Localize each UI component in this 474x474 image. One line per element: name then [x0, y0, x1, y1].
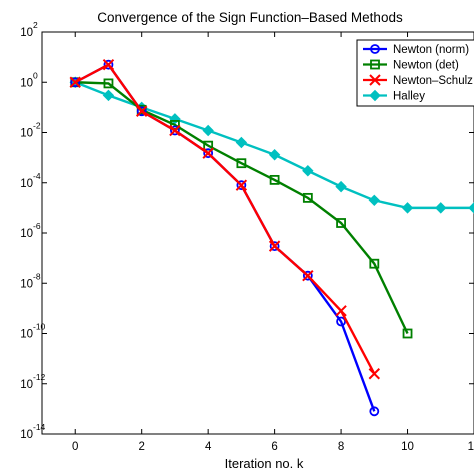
series-newton-det- [70, 77, 413, 339]
data-point [336, 316, 346, 327]
y-tick-label: 10 [20, 77, 33, 89]
legend-entry: Newton (det) [363, 60, 459, 72]
y-tick-exponent: -4 [33, 171, 41, 181]
data-point [302, 165, 314, 177]
data-point [302, 269, 314, 282]
data-point [103, 78, 114, 89]
series-newton-schulz [69, 58, 381, 380]
y-tick-exponent: 0 [33, 70, 38, 80]
axis-ticks: 02468101210-1410-1210-1010-810-610-410-2… [20, 20, 474, 453]
data-point [268, 240, 281, 252]
y-tick-label: 10 [20, 329, 33, 341]
y-tick-label: 10 [20, 278, 33, 290]
legend-marker [370, 59, 380, 70]
data-point [135, 105, 148, 117]
legend-label: Newton–Schulz [393, 75, 473, 87]
series-line [74, 63, 376, 375]
data-point [269, 174, 280, 185]
legend-label: Halley [393, 91, 425, 103]
legend-marker [369, 74, 381, 86]
data-point [236, 180, 247, 191]
y-tick-exponent: -2 [33, 121, 41, 131]
y-tick-exponent: -14 [33, 422, 46, 432]
legend-marker [370, 44, 380, 54]
data-point [169, 124, 181, 137]
x-tick-label: 10 [401, 441, 414, 453]
y-tick-label: 10 [20, 429, 33, 441]
data-point [170, 125, 180, 136]
data-point [70, 77, 81, 88]
data-point [235, 179, 248, 191]
data-point [302, 192, 313, 203]
y-tick-label: 10 [20, 379, 33, 391]
data-point [302, 270, 313, 281]
legend-label: Newton (det) [393, 60, 459, 72]
x-tick-label: 8 [338, 441, 344, 453]
series-newton-norm- [70, 59, 380, 417]
data-point [468, 202, 474, 214]
data-point [69, 76, 81, 88]
y-tick-label: 10 [20, 128, 33, 140]
data-point [236, 158, 247, 169]
x-axis-label: Iteration no. k [225, 456, 304, 471]
data-point [435, 202, 447, 214]
data-point [269, 241, 280, 252]
x-tick-label: 4 [205, 441, 212, 453]
y-tick-exponent: -8 [33, 271, 41, 281]
y-tick-exponent: 2 [33, 20, 38, 30]
x-tick-label: 12 [468, 441, 474, 453]
legend-entry: Newton–Schulz [363, 74, 473, 87]
data-point [202, 124, 214, 137]
data-point [402, 328, 413, 339]
series-line [75, 81, 409, 335]
legend: Newton (norm) Newton (det) Newton–Schulz Ha… [356, 39, 474, 107]
data-point [102, 89, 115, 102]
data-point [368, 368, 381, 380]
y-tick-label: 10 [20, 27, 33, 39]
legend-label: Newton (norm) [393, 44, 469, 56]
data-point [369, 406, 380, 417]
legend-entry: Newton (norm) [363, 44, 469, 56]
chart-title: Convergence of the Sign Function–Based M… [97, 10, 403, 25]
x-tick-label: 0 [72, 441, 78, 453]
data-point [335, 305, 347, 317]
data-point [336, 218, 346, 228]
data-point [102, 58, 115, 71]
data-point [136, 106, 147, 117]
legend-marker [369, 89, 381, 102]
data-point [368, 194, 381, 207]
x-tick-label: 6 [271, 441, 277, 453]
data-point [369, 258, 380, 269]
series-layer [69, 58, 474, 417]
y-tick-label: 10 [20, 228, 33, 240]
data-point [103, 59, 114, 70]
data-point [203, 148, 214, 159]
x-tick-label: 2 [138, 441, 144, 453]
y-tick-label: 10 [20, 178, 33, 190]
series-line [74, 63, 376, 412]
y-tick-exponent: -6 [33, 221, 41, 231]
y-tick-exponent: -12 [33, 372, 46, 382]
data-point [401, 202, 414, 214]
y-tick-exponent: -10 [33, 322, 46, 332]
data-point [170, 120, 180, 130]
data-point [268, 149, 281, 161]
data-point [335, 180, 347, 193]
data-point [202, 147, 214, 159]
legend-entry: Halley [363, 89, 425, 103]
data-point [235, 136, 248, 149]
